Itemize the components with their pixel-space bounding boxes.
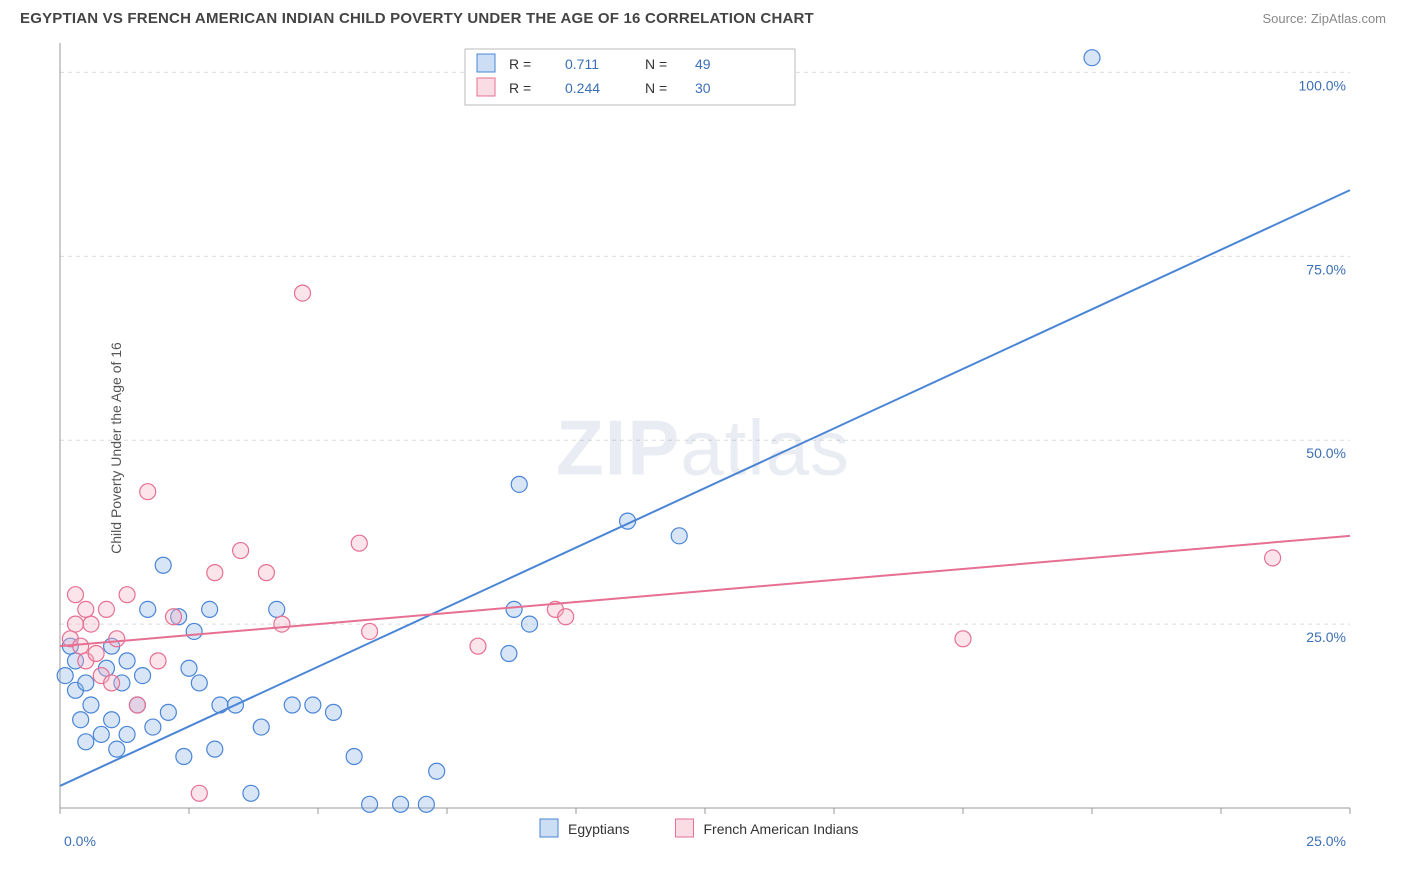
- y-tick-label: 50.0%: [1306, 445, 1346, 461]
- data-point: [150, 653, 166, 669]
- data-point: [104, 675, 120, 691]
- legend-swatch: [676, 819, 694, 837]
- data-point: [109, 741, 125, 757]
- legend-swatch: [540, 819, 558, 837]
- data-point: [325, 704, 341, 720]
- data-point: [67, 616, 83, 632]
- data-point: [558, 609, 574, 625]
- stat-n-label: N =: [645, 56, 667, 72]
- data-point: [346, 749, 362, 765]
- data-point: [93, 726, 109, 742]
- data-point: [73, 712, 89, 728]
- chart-title: EGYPTIAN VS FRENCH AMERICAN INDIAN CHILD…: [20, 10, 814, 27]
- x-tick-label: 25.0%: [1306, 833, 1346, 849]
- data-point: [207, 565, 223, 581]
- y-tick-label: 25.0%: [1306, 629, 1346, 645]
- data-point: [83, 697, 99, 713]
- data-point: [393, 796, 409, 812]
- data-point: [470, 638, 486, 654]
- data-point: [83, 616, 99, 632]
- data-point: [418, 796, 434, 812]
- data-point: [274, 616, 290, 632]
- data-point: [109, 631, 125, 647]
- data-point: [129, 697, 145, 713]
- data-point: [191, 675, 207, 691]
- data-point: [145, 719, 161, 735]
- x-tick-label: 0.0%: [64, 833, 96, 849]
- y-tick-label: 75.0%: [1306, 261, 1346, 277]
- legend-swatch: [477, 78, 495, 96]
- data-point: [186, 623, 202, 639]
- y-axis-label: Child Poverty Under the Age of 16: [108, 342, 124, 554]
- data-point: [243, 785, 259, 801]
- stat-n-value: 30: [695, 80, 711, 96]
- data-point: [511, 476, 527, 492]
- data-point: [295, 285, 311, 301]
- data-point: [57, 668, 73, 684]
- data-point: [305, 697, 321, 713]
- stat-n-label: N =: [645, 80, 667, 96]
- data-point: [155, 557, 171, 573]
- data-point: [140, 601, 156, 617]
- data-point: [284, 697, 300, 713]
- data-point: [671, 528, 687, 544]
- data-point: [119, 653, 135, 669]
- stat-r-label: R =: [509, 80, 531, 96]
- data-point: [67, 587, 83, 603]
- data-point: [88, 646, 104, 662]
- data-point: [258, 565, 274, 581]
- data-point: [269, 601, 285, 617]
- chart-container: Child Poverty Under the Age of 16 ZIPatl…: [20, 33, 1386, 863]
- data-point: [207, 741, 223, 757]
- data-point: [212, 697, 228, 713]
- data-point: [351, 535, 367, 551]
- stat-r-value: 0.244: [565, 80, 600, 96]
- data-point: [78, 734, 94, 750]
- data-point: [429, 763, 445, 779]
- data-point: [191, 785, 207, 801]
- regression-line: [60, 190, 1350, 786]
- data-point: [1265, 550, 1281, 566]
- y-tick-label: 100.0%: [1299, 77, 1346, 93]
- stat-r-label: R =: [509, 56, 531, 72]
- legend-label: French American Indians: [704, 821, 859, 837]
- source-label: Source: ZipAtlas.com: [1262, 11, 1386, 26]
- data-point: [362, 796, 378, 812]
- data-point: [166, 609, 182, 625]
- data-point: [160, 704, 176, 720]
- data-point: [181, 660, 197, 676]
- data-point: [176, 749, 192, 765]
- regression-line: [60, 536, 1350, 646]
- data-point: [119, 726, 135, 742]
- data-point: [955, 631, 971, 647]
- scatter-chart: 25.0% 50.0% 75.0% 100.0% 0.0% 25.0% R = 0.711 N …: [20, 33, 1386, 863]
- data-point: [73, 638, 89, 654]
- legend-label: Egyptians: [568, 821, 629, 837]
- data-point: [362, 623, 378, 639]
- data-point: [135, 668, 151, 684]
- data-point: [119, 587, 135, 603]
- legend-swatch: [477, 54, 495, 72]
- data-point: [202, 601, 218, 617]
- data-point: [253, 719, 269, 735]
- data-point: [78, 675, 94, 691]
- data-point: [104, 712, 120, 728]
- data-point: [506, 601, 522, 617]
- data-point: [233, 543, 249, 559]
- data-point: [501, 646, 517, 662]
- data-point: [1084, 50, 1100, 66]
- data-point: [140, 484, 156, 500]
- data-point: [98, 601, 114, 617]
- stat-r-value: 0.711: [565, 56, 599, 72]
- data-point: [522, 616, 538, 632]
- data-point: [78, 601, 94, 617]
- stat-n-value: 49: [695, 56, 711, 72]
